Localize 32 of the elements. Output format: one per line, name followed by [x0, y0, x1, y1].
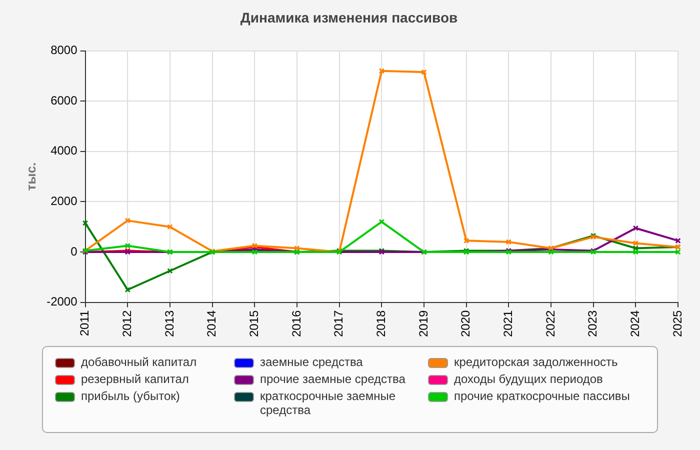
x-tick-label: 2012: [120, 310, 134, 338]
legend-label: кредиторская задолженность: [454, 355, 618, 369]
legend-label: краткосрочные заемные средства: [260, 389, 397, 417]
legend-label: прочие заемные средства: [260, 372, 406, 386]
x-tick-label: 2016: [289, 310, 304, 338]
x-tick-label: 2022: [543, 310, 558, 338]
y-axis-title: тыс.: [23, 162, 38, 191]
y-tick-label: 4000: [50, 144, 78, 158]
x-tick-label: 2020: [458, 310, 473, 338]
y-tick-label: 6000: [50, 93, 78, 108]
x-tick-label: 2018: [374, 310, 388, 338]
x-tick-label: 2024: [628, 310, 642, 338]
legend-label: доходы будущих периодов: [454, 372, 603, 386]
x-tick-label: 2025: [670, 310, 684, 338]
y-tick-label: -2000: [46, 294, 78, 309]
y-tick-label: 2000: [50, 194, 78, 208]
x-tick-label: 2023: [586, 310, 600, 338]
x-tick-label: 2015: [246, 310, 261, 338]
x-tick-label: 2013: [162, 310, 176, 338]
legend-label: заемные средства: [260, 355, 363, 369]
legend-label: добавочный капитал: [81, 355, 197, 369]
legend-label: прибыль (убыток): [81, 389, 180, 403]
legend-label: прочие краткосрочные пассивы: [454, 389, 630, 403]
x-tick-label: 2011: [78, 310, 92, 336]
y-tick-label: 8000: [50, 43, 78, 58]
y-tick-label: 0: [70, 244, 78, 258]
legend-label: резервный капитал: [81, 372, 189, 386]
x-tick-label: 2017: [332, 310, 346, 338]
chart-title: Динамика изменения пассивов: [240, 9, 458, 26]
x-tick-label: 2021: [500, 310, 515, 338]
x-tick-label: 2019: [416, 310, 430, 338]
x-tick-label: 2014: [204, 310, 219, 338]
